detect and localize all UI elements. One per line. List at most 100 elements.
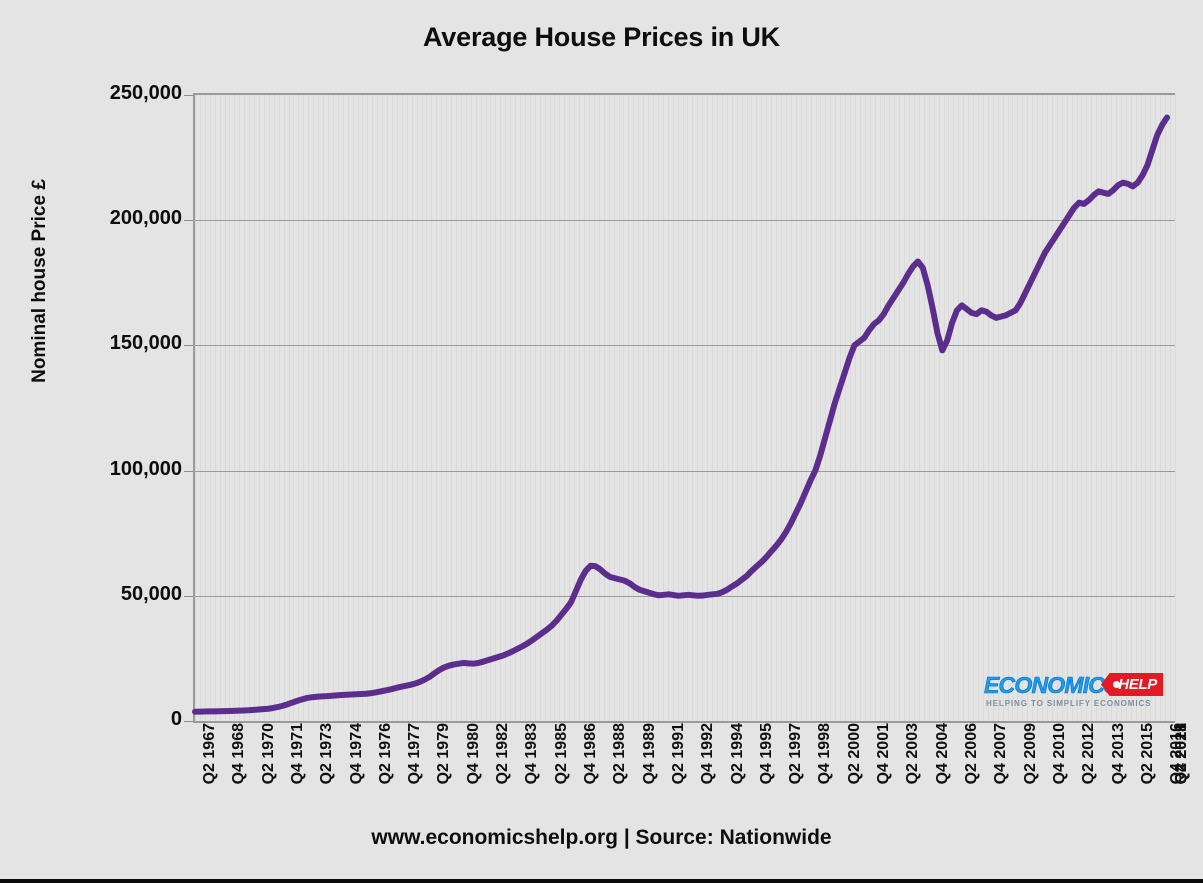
gridline-vertical (973, 94, 975, 722)
gridline-vertical (1155, 94, 1157, 722)
gridline-vertical (1046, 94, 1048, 722)
gridline-vertical (313, 94, 315, 722)
gridline-horizontal (193, 220, 1175, 222)
x-axis-label: Q4 1971 (288, 723, 306, 785)
gridline-vertical (456, 94, 457, 722)
gridline-vertical (391, 94, 393, 722)
gridline-vertical (992, 94, 994, 722)
gridline-vertical (874, 94, 876, 722)
x-axis-label: Q2 1973 (318, 723, 336, 785)
gridline-vertical (879, 94, 881, 722)
gridline-vertical (396, 94, 398, 722)
gridline-vertical (239, 94, 241, 722)
gridline-vertical (963, 94, 965, 722)
x-axis-label: Q2 1994 (728, 723, 746, 785)
gridline-vertical (603, 94, 605, 722)
gridline-vertical (278, 94, 280, 722)
series-path-nominal-house-price (192, 114, 1170, 715)
x-axis-label: Q4 1989 (640, 723, 658, 785)
gridline-vertical (579, 94, 581, 722)
gridline-vertical (421, 94, 423, 722)
gridline-vertical (736, 94, 738, 722)
gridline-vertical (254, 94, 256, 722)
gridline-vertical (741, 94, 743, 722)
x-axis-label: Q4 1986 (581, 723, 599, 785)
gridline-vertical (717, 94, 718, 722)
gridline-vertical (854, 94, 856, 722)
gridline-vertical (987, 94, 989, 722)
gridline-vertical (593, 94, 595, 722)
gridline-vertical (667, 94, 669, 722)
gridline-vertical (387, 94, 389, 722)
gridline-vertical (938, 94, 940, 722)
gridline-vertical (633, 94, 635, 722)
gridline-vertical (859, 94, 861, 722)
gridline-vertical (318, 94, 320, 722)
gridline-vertical (293, 94, 295, 722)
gridline-vertical (997, 94, 999, 722)
gridline-vertical (692, 94, 694, 722)
logo-brand-text: ECONOMICS (984, 672, 1120, 699)
gridline-vertical (569, 94, 571, 722)
gridline-vertical (613, 94, 615, 722)
gridline-vertical (1125, 94, 1127, 722)
gridline-vertical (608, 94, 610, 722)
gridline-vertical (539, 94, 541, 722)
gridline-vertical (209, 94, 211, 722)
gridline-vertical (524, 94, 526, 722)
y-axis-label: 0 (170, 708, 182, 730)
gridline-vertical (1032, 94, 1034, 722)
gridline-vertical (219, 94, 221, 722)
gridline-vertical (323, 94, 325, 722)
gridline-vertical (618, 94, 620, 722)
x-axis-label: Q4 2004 (933, 723, 951, 785)
page-title: Average House Prices in UK (423, 22, 780, 52)
gridline-vertical (1175, 94, 1176, 722)
gridline-vertical (864, 94, 866, 722)
gridline-vertical (1071, 94, 1073, 722)
gridline-vertical (746, 94, 748, 722)
gridline-vertical (495, 94, 497, 722)
gridline-vertical (1007, 94, 1009, 722)
gridline-vertical (1017, 94, 1019, 722)
x-axis-label: Q2 2003 (904, 723, 922, 785)
gridline-vertical (1170, 94, 1172, 722)
x-axis-label: Q2 1979 (435, 723, 453, 785)
gridline-vertical (672, 94, 674, 722)
gridline-vertical (234, 94, 236, 722)
gridline-vertical (529, 94, 531, 722)
gridline-vertical (726, 94, 728, 722)
gridline-vertical (968, 94, 970, 722)
gridline-vertical (588, 94, 590, 722)
gridline-vertical (1110, 94, 1112, 722)
gridline-vertical (505, 94, 507, 722)
gridline-vertical (766, 94, 768, 722)
gridline-vertical (372, 94, 374, 722)
x-axis-label: Q4 2007 (992, 723, 1010, 785)
gridline-vertical (308, 94, 310, 722)
gridline-vertical (712, 94, 714, 722)
gridline-vertical (1145, 94, 1147, 722)
x-axis-label: Q2 2015 (1138, 723, 1156, 785)
gridline-vertical (1042, 94, 1044, 722)
gridline-vertical (377, 94, 379, 722)
gridline-vertical (544, 94, 546, 722)
gridline-vertical (707, 94, 709, 722)
x-axis-label: Q2 1970 (259, 723, 277, 785)
gridline-vertical (913, 94, 915, 722)
x-axis-label: Q2 1991 (669, 723, 687, 785)
gridline-vertical (1081, 94, 1083, 722)
gridline-vertical (1135, 94, 1137, 722)
x-axis-label: Q4 1977 (406, 723, 424, 785)
gridline-vertical (1027, 94, 1029, 722)
x-axis-label: Q4 2010 (1050, 723, 1068, 785)
gridline-vertical (480, 94, 482, 722)
gridline-vertical (648, 94, 650, 722)
gridline-vertical (490, 94, 492, 722)
gridline-vertical (815, 94, 817, 722)
gridline-vertical (840, 94, 842, 722)
gridline-vertical (195, 94, 196, 722)
x-axis-label: Q2 1988 (611, 723, 629, 785)
x-axis-label: Q4 1998 (816, 723, 834, 785)
gridline-vertical (643, 94, 645, 722)
